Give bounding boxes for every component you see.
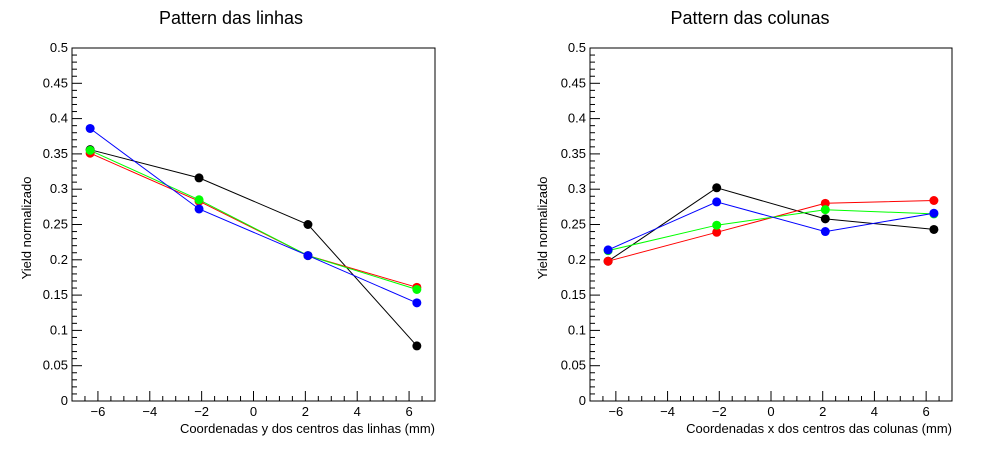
- y-axis-label: Yield normalizado: [19, 177, 34, 280]
- x-tick-label: 6: [405, 404, 412, 419]
- x-tick-label: −2: [712, 404, 727, 419]
- left-chart: Pattern das linhas Yield normalizado Coo…: [19, 8, 436, 436]
- series-line: [90, 149, 418, 347]
- data-point: [194, 204, 204, 214]
- data-point: [85, 145, 95, 155]
- y-tick-label: 0.35: [43, 146, 68, 161]
- x-tick-label: −2: [194, 404, 209, 419]
- x-axis-label: Coordenadas x dos centros das colunas (m…: [686, 421, 952, 436]
- x-tick-label: 0: [767, 404, 774, 419]
- x-tick-label: −4: [660, 404, 675, 419]
- y-tick-label: 0.25: [43, 217, 68, 232]
- data-point: [194, 195, 204, 205]
- plot-frame: [71, 47, 436, 402]
- y-tick-label: 0.15: [43, 287, 68, 302]
- x-tick-label: −6: [91, 404, 106, 419]
- data-point: [603, 256, 613, 266]
- y-axis-label: Yield normalizado: [535, 177, 550, 280]
- series-line: [607, 187, 934, 262]
- y-tick-label: 0.1: [50, 322, 68, 337]
- data-point: [929, 208, 939, 218]
- data-point: [712, 183, 722, 193]
- data-point: [820, 198, 830, 208]
- y-tick-label: 0.45: [43, 75, 68, 90]
- y-tick-label: 0.05: [43, 358, 68, 373]
- y-tick-label: 0.2: [568, 252, 586, 267]
- data-point: [603, 245, 613, 255]
- data-point: [820, 205, 830, 215]
- chart-title: Pattern das linhas: [159, 8, 303, 28]
- y-tick-label: 0: [579, 393, 586, 408]
- series-line: [89, 149, 418, 290]
- data-point: [929, 224, 939, 234]
- y-tick-label: 0.35: [561, 146, 586, 161]
- series-line: [89, 128, 418, 304]
- x-tick-label: 6: [923, 404, 930, 419]
- y-tick-label: 0.5: [568, 40, 586, 55]
- right-chart: Pattern das colunas Yield normalizado Co…: [535, 8, 953, 436]
- series-line: [607, 201, 934, 251]
- y-tick-label: 0.2: [50, 252, 68, 267]
- x-tick-label: −6: [608, 404, 623, 419]
- series-line: [89, 152, 418, 288]
- data-point: [194, 173, 204, 183]
- y-tick-label: 0.4: [568, 111, 586, 126]
- data-point: [412, 298, 422, 308]
- chart-title: Pattern das colunas: [670, 8, 829, 28]
- series-line: [607, 200, 934, 262]
- y-tick-label: 0.3: [50, 181, 68, 196]
- y-tick-label: 0.5: [50, 40, 68, 55]
- x-tick-label: 4: [354, 404, 361, 419]
- data-point: [303, 251, 313, 261]
- y-tick-label: 0.4: [50, 111, 68, 126]
- x-tick-label: 0: [250, 404, 257, 419]
- x-tick-label: 2: [819, 404, 826, 419]
- y-tick-label: 0.05: [561, 358, 586, 373]
- series-line: [607, 209, 934, 252]
- data-point: [712, 220, 722, 230]
- data-point: [712, 197, 722, 207]
- plot-frame: [589, 47, 953, 402]
- data-point: [820, 227, 830, 237]
- y-tick-label: 0.45: [561, 75, 586, 90]
- data-point: [412, 284, 422, 294]
- data-point: [85, 123, 95, 133]
- y-tick-label: 0.25: [561, 217, 586, 232]
- data-point: [303, 220, 313, 229]
- data-point: [929, 195, 939, 205]
- x-axis-label: Coordenadas y dos centros das linhas (mm…: [180, 421, 435, 436]
- data-point: [820, 214, 830, 224]
- x-tick-label: 2: [302, 404, 309, 419]
- data-point: [712, 227, 722, 237]
- y-tick-label: 0.15: [561, 287, 586, 302]
- y-tick-label: 0.1: [568, 322, 586, 337]
- y-tick-label: 0.3: [568, 181, 586, 196]
- data-point: [412, 341, 422, 351]
- x-tick-label: −4: [142, 404, 157, 419]
- y-tick-label: 0: [61, 393, 68, 408]
- x-tick-label: 4: [871, 404, 878, 419]
